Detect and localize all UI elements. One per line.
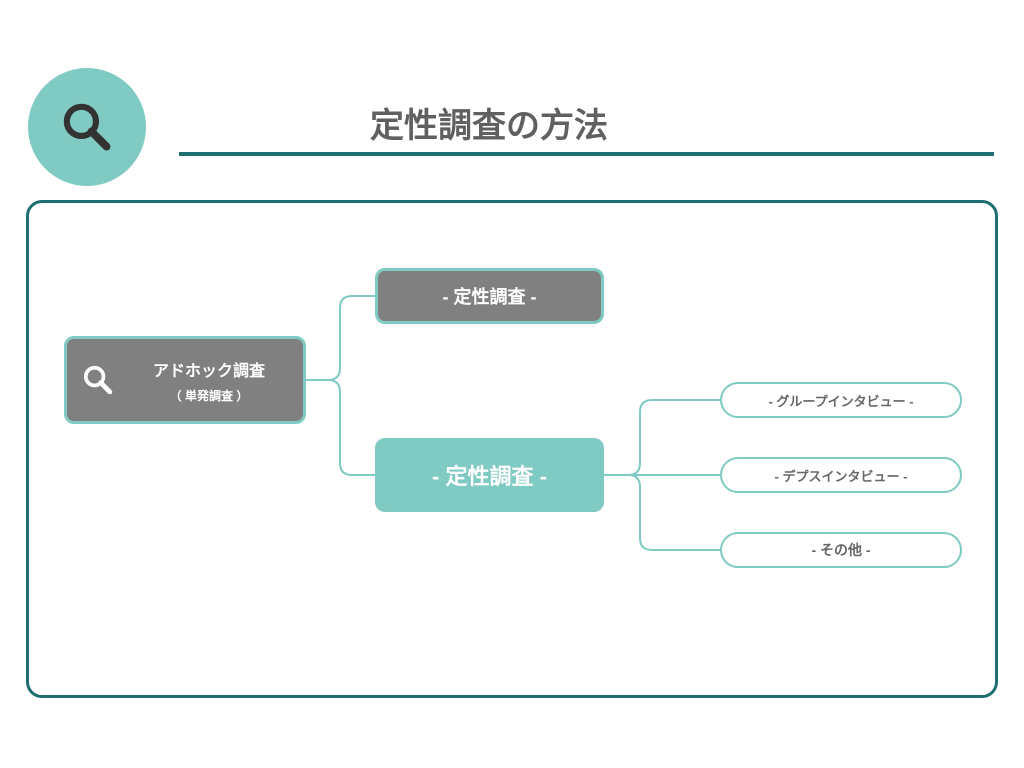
title-underline xyxy=(179,152,994,156)
leaf1-label: - グループインタビュー - xyxy=(768,391,913,410)
bottom-child-label: - 定性調査 - xyxy=(432,459,547,491)
magnifier-icon xyxy=(81,363,115,397)
page-title: 定性調査の方法 xyxy=(370,98,608,147)
bottom-child-node: - 定性調査 - xyxy=(375,438,604,512)
root-node: アドホック調査 （ 単発調査 ） xyxy=(64,336,306,424)
header-icon-circle xyxy=(28,68,146,186)
magnifier-icon xyxy=(59,99,115,155)
leaf3-label: - その他 - xyxy=(811,540,870,560)
root-sublabel: （ 単発調査 ） xyxy=(170,387,249,404)
top-child-node: - 定性調査 - xyxy=(375,268,604,324)
root-label: アドホック調査 xyxy=(153,357,265,381)
leaf2-label: - デプスインタビュー - xyxy=(775,466,908,485)
top-child-label: - 定性調査 - xyxy=(443,283,537,309)
leaf-node-3: - その他 - xyxy=(720,532,962,568)
leaf-node-2: - デプスインタビュー - xyxy=(720,457,962,493)
leaf-node-1: - グループインタビュー - xyxy=(720,382,962,418)
